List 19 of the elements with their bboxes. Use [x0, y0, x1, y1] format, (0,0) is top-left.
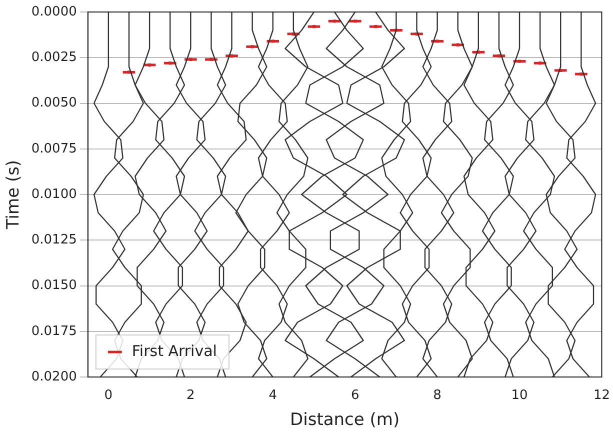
y-tick-label: 0.0150 [31, 278, 77, 294]
x-tick-label: 4 [268, 388, 278, 404]
y-tick-label: 0.0125 [31, 232, 77, 248]
y-tick-label: 0.0025 [31, 50, 77, 65]
y-axis-title: Time (s) [4, 160, 24, 230]
y-tick-label: 0.0000 [31, 4, 77, 20]
y-tick-label: 0.0075 [31, 141, 77, 156]
y-tick-label: 0.0200 [31, 369, 77, 384]
x-axis-title: Distance (m) [290, 410, 400, 430]
x-tick-label: 2 [186, 388, 195, 404]
y-tick-label: 0.0100 [31, 186, 77, 202]
x-tick-label: 10 [511, 388, 528, 404]
y-tick-label: 0.0175 [31, 324, 77, 339]
x-tick-label: 8 [433, 388, 442, 404]
legend-label: First Arrival [132, 342, 217, 360]
x-tick-label: 0 [104, 388, 113, 404]
y-tick-label: 0.0050 [31, 96, 77, 111]
x-tick-label: 6 [350, 388, 360, 404]
x-tick-label: 12 [593, 388, 610, 404]
